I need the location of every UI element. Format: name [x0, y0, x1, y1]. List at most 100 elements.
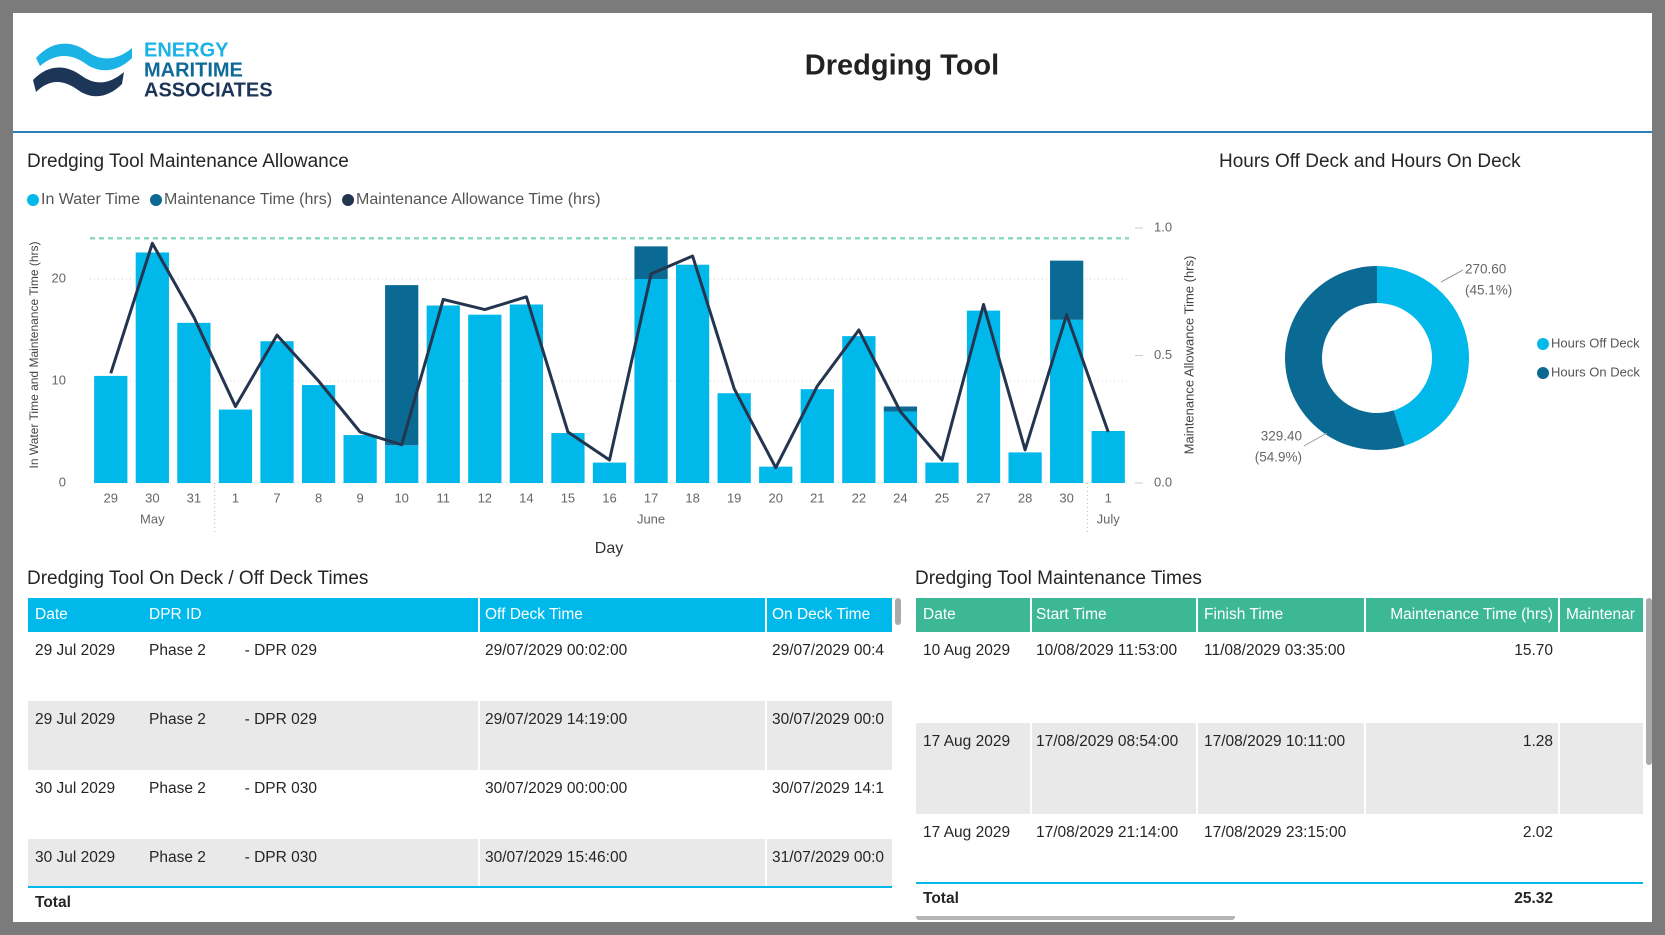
legend-marker [342, 194, 355, 206]
donut-slice [1284, 266, 1405, 450]
logo-text: MARITIME [144, 59, 243, 81]
data-label: 270.60 [1465, 262, 1506, 277]
legend-label: Hours Off Deck [1551, 335, 1640, 350]
bar [218, 409, 253, 483]
x-tick-label: 30 [145, 490, 159, 505]
table-cell: 17 Aug 2029 [923, 733, 1011, 750]
legend-marker [149, 194, 162, 206]
x-tick-label: 22 [852, 490, 866, 505]
x-tick-label: 25 [935, 490, 949, 505]
bar [842, 336, 876, 483]
table-header: Date Start Time Finish Time Maintenance Tim… [916, 598, 1643, 632]
donut-slice [1377, 266, 1469, 446]
y-tick-label: 20 [52, 270, 66, 285]
x-tick-label: 8 [315, 490, 322, 505]
column-header: On Deck Time [772, 606, 871, 623]
bar [177, 322, 211, 483]
table-cell: 29 Jul 2029 [35, 711, 116, 728]
bar [426, 305, 460, 483]
table: Date DPR ID Off Deck Time On Deck Time 29 Ju… [28, 598, 892, 920]
column-separator [1196, 598, 1198, 632]
x-tick-label: 17 [644, 490, 658, 505]
x-axis-title: Day [595, 540, 623, 557]
x-tick-label: 20 [769, 490, 783, 505]
bar [385, 285, 419, 446]
column-separator [1030, 598, 1032, 632]
y2-tick-label: 0.5 [1154, 347, 1172, 362]
legend-label: Maintenance Allowance Time (hrs) [356, 191, 601, 208]
bar [800, 389, 834, 483]
line [109, 241, 1110, 470]
bar [592, 462, 627, 483]
column-header: Maintenar [1566, 606, 1635, 623]
table-cell: 17/08/2029 08:54:00 [1036, 733, 1179, 750]
table-title: Dredging Tool On Deck / Off Deck Times [27, 568, 368, 589]
table: Date Start Time Finish Time Maintenance Tim… [916, 598, 1643, 916]
bar [634, 279, 668, 483]
x-tick-label: 31 [187, 490, 201, 505]
x-tick-label: 7 [273, 490, 280, 505]
bar [925, 462, 959, 483]
bar [551, 433, 585, 483]
column-separator [1558, 723, 1560, 814]
month-label: May [140, 511, 165, 526]
x-tick-label: 28 [1018, 490, 1032, 505]
total-label: Total [923, 890, 959, 907]
table-cell: 30/07/2029 00:0 [772, 711, 885, 728]
column-header: Finish Time [1204, 606, 1284, 623]
column-separator [1364, 598, 1366, 632]
column-separator [765, 839, 767, 908]
x-tick-label: 24 [893, 490, 907, 505]
table-cell: Phase 2 - DPR 030 [149, 849, 317, 866]
table-row: 29 Jul 2029 Phase 2 - DPR 029 29/07/2029 0… [28, 632, 892, 701]
total-row: Total 25.32 [916, 882, 1643, 916]
table-cell: 10 Aug 2029 [923, 642, 1011, 659]
column-header: Date [923, 606, 956, 623]
x-tick-label: 9 [357, 490, 364, 505]
bar [1091, 430, 1125, 483]
bar [1008, 452, 1042, 483]
y-tick-label: 10 [52, 372, 66, 387]
column-separator [1196, 723, 1198, 814]
bar [468, 314, 502, 483]
x-tick-label: 1 [1105, 490, 1112, 505]
x-tick-label: 30 [1059, 490, 1073, 505]
month-label: June [637, 511, 665, 526]
table-cell: 17/08/2029 21:14:00 [1036, 824, 1179, 841]
x-tick-label: 21 [810, 490, 824, 505]
table-title: Dredging Tool Maintenance Times [915, 568, 1202, 589]
table-row: 10 Aug 2029 10/08/2029 11:53:00 11/08/2029… [916, 632, 1643, 723]
column-separator [478, 598, 480, 632]
x-tick-label: 11 [437, 490, 451, 505]
logo-text: ASSOCIATES [144, 79, 273, 101]
table-cell: 30/07/2029 00:00:00 [485, 780, 628, 797]
column-header: Off Deck Time [485, 606, 583, 623]
chart-title: Dredging Tool Maintenance Allowance [27, 151, 349, 172]
legend-label: In Water Time [41, 191, 140, 208]
y2-tick-label: 0.0 [1154, 474, 1172, 489]
y-tick-label: 0 [59, 474, 66, 489]
table-cell: 29 Jul 2029 [35, 642, 116, 659]
column-separator [478, 839, 480, 908]
table-cell: 30/07/2029 15:46:00 [485, 849, 628, 866]
y-axis-title: In Water Time and Maintenance Time (hrs) [27, 242, 41, 469]
column-header: DPR ID [149, 606, 202, 623]
table-cell: 31/07/2029 00:0 [772, 849, 885, 866]
x-tick-label: 10 [394, 490, 408, 505]
total-value: 25.32 [1514, 890, 1553, 907]
bar [385, 445, 419, 483]
leader-line [1303, 432, 1328, 447]
report-title: Dredging Tool [805, 50, 999, 82]
table-cell: 17 Aug 2029 [923, 824, 1011, 841]
data-label: 329.40 [1261, 429, 1302, 444]
bar [343, 435, 377, 483]
x-tick-label: 29 [104, 490, 118, 505]
scrollbar [1646, 598, 1652, 765]
bar [759, 466, 793, 483]
bar [675, 264, 710, 483]
y2-tick-label: 1.0 [1154, 219, 1172, 234]
bar [883, 411, 918, 483]
column-separator [1558, 598, 1560, 632]
logo-wave [36, 43, 132, 71]
table-cell: 30/07/2029 14:1 [772, 780, 885, 797]
